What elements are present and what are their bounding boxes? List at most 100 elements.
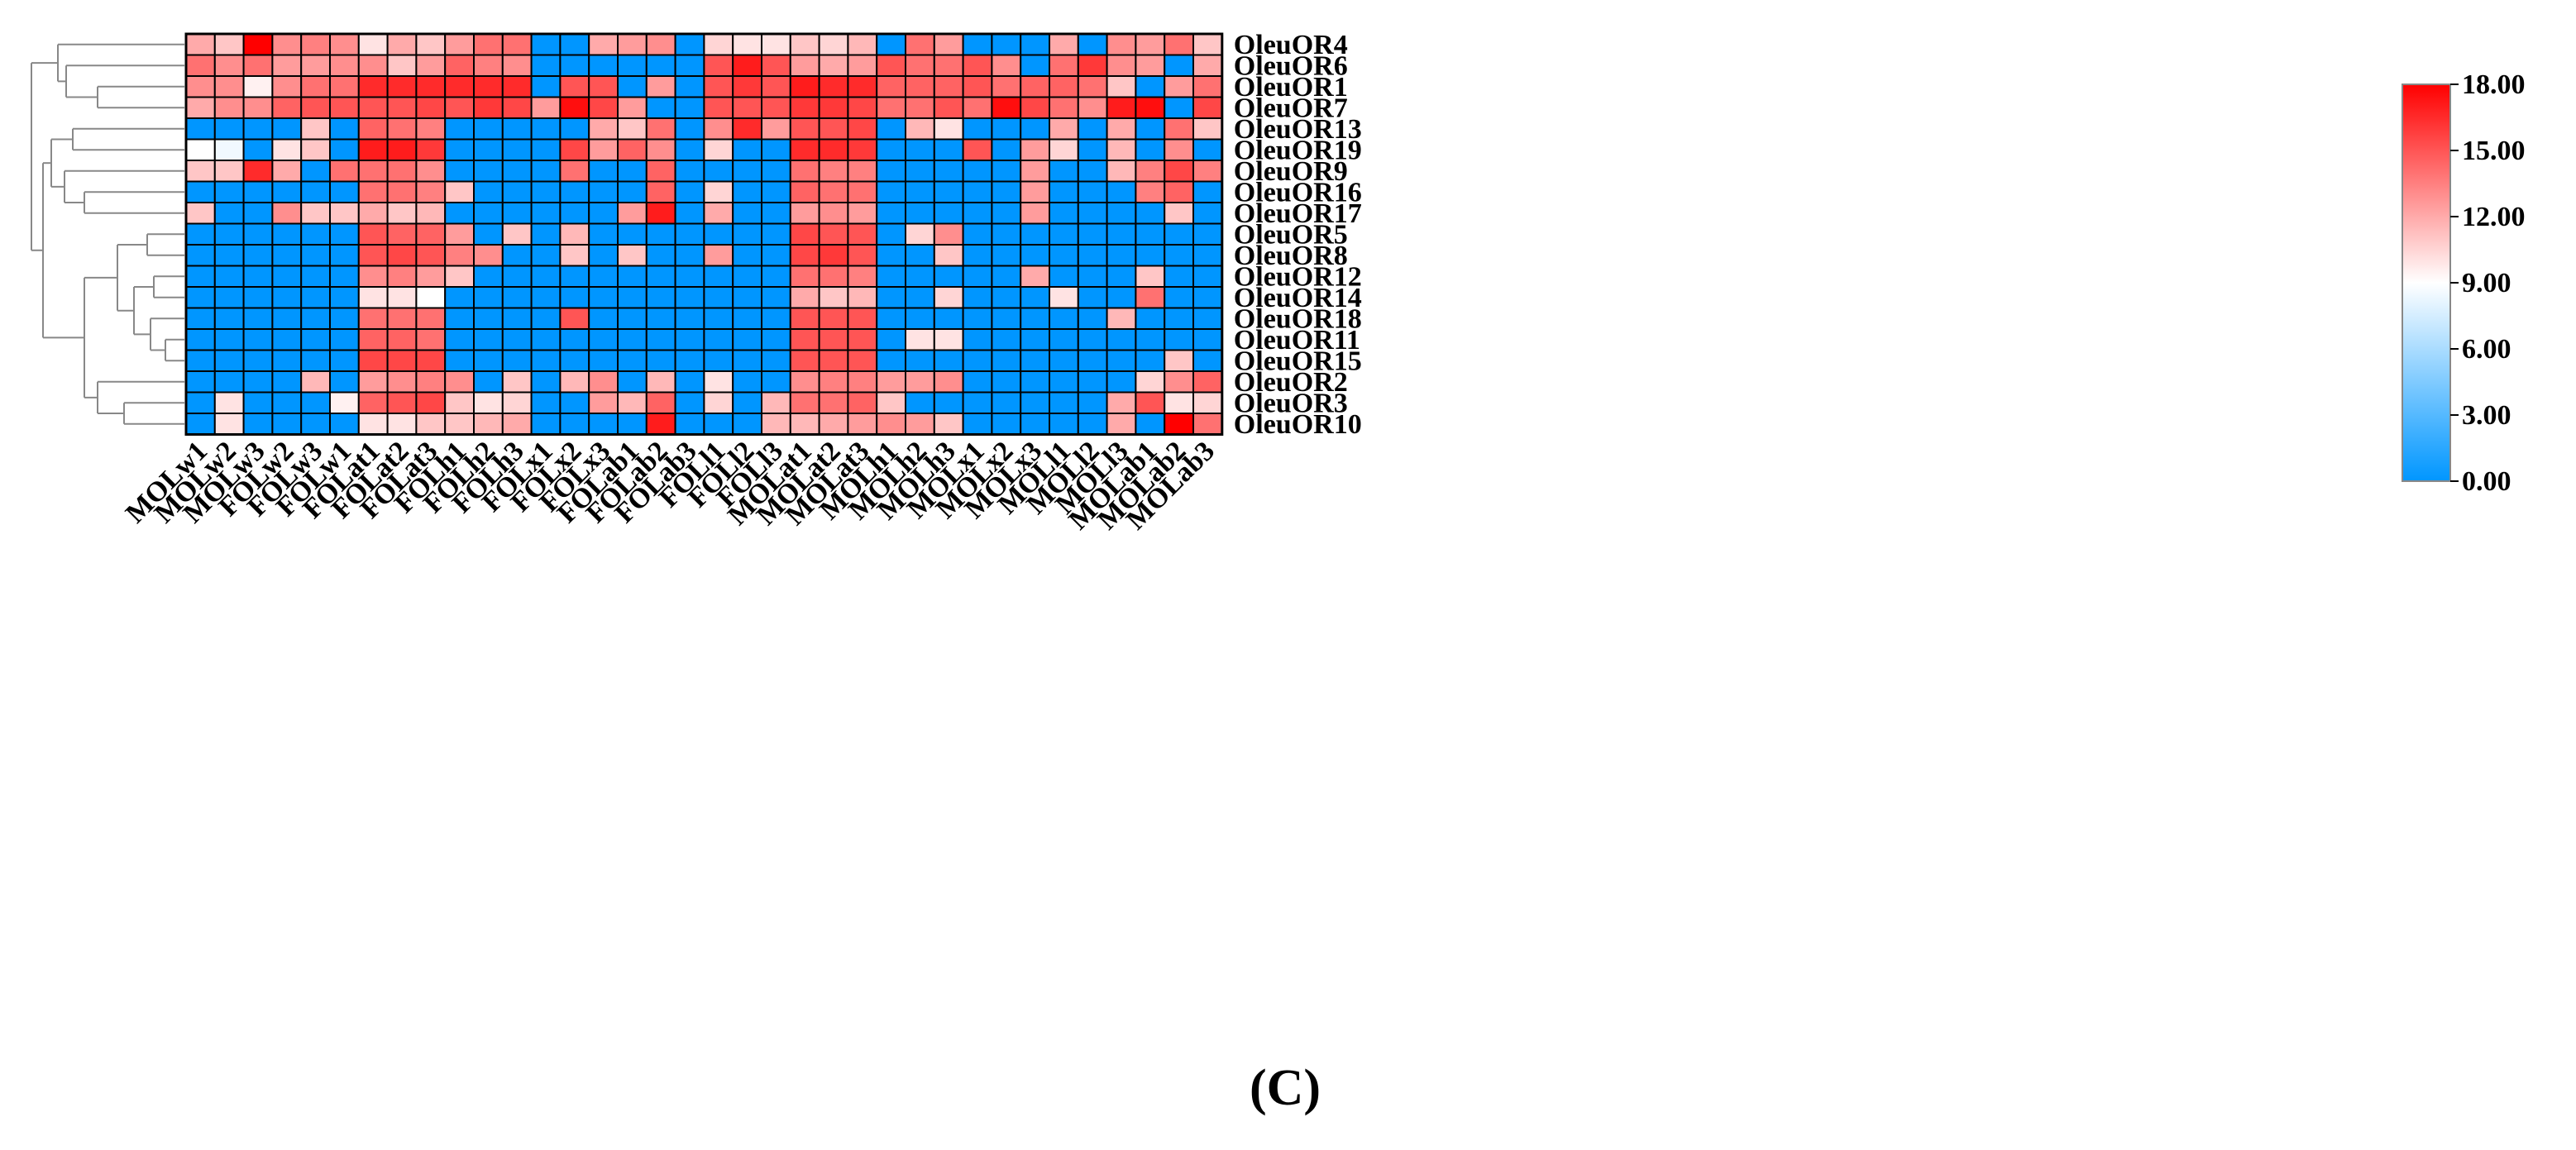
heatmap-cell bbox=[213, 75, 245, 98]
heatmap-cell bbox=[962, 222, 993, 246]
heatmap-cell bbox=[1135, 160, 1166, 183]
row-label: OleuOR3 bbox=[1234, 388, 1348, 418]
heatmap-cell bbox=[185, 265, 216, 288]
heatmap-cell bbox=[1164, 349, 1194, 372]
heatmap-cell bbox=[300, 96, 332, 119]
heatmap-cell bbox=[213, 328, 245, 351]
heatmap-cell bbox=[876, 117, 906, 141]
heatmap-cell bbox=[1106, 391, 1137, 414]
heatmap-cell bbox=[357, 117, 389, 141]
heatmap-cell bbox=[1049, 222, 1079, 246]
heatmap-cell bbox=[732, 265, 763, 288]
heatmap-cell bbox=[732, 160, 763, 183]
heatmap-cell bbox=[905, 328, 935, 351]
heatmap-cell bbox=[329, 391, 360, 414]
heatmap-cell bbox=[991, 138, 1022, 161]
heatmap-cell bbox=[1192, 413, 1223, 436]
heatmap-cell bbox=[415, 75, 447, 98]
heatmap-cell bbox=[703, 307, 734, 330]
heatmap-cell bbox=[991, 370, 1022, 394]
heatmap-cell bbox=[1020, 349, 1050, 372]
heatmap-cell bbox=[559, 180, 590, 203]
row-label: OleuOR6 bbox=[1234, 50, 1348, 81]
heatmap-cell bbox=[415, 286, 447, 309]
heatmap-cell bbox=[588, 391, 619, 414]
heatmap-cell bbox=[818, 328, 849, 351]
heatmap-cell bbox=[1192, 54, 1223, 77]
heatmap-cell bbox=[847, 160, 878, 183]
heatmap-cell bbox=[357, 54, 389, 77]
heatmap-cell bbox=[876, 96, 906, 119]
heatmap-cell bbox=[1106, 96, 1137, 119]
heatmap-cell bbox=[271, 117, 303, 141]
heatmap-cell bbox=[1077, 222, 1108, 246]
heatmap-cell bbox=[876, 202, 906, 225]
heatmap-cell bbox=[1135, 349, 1166, 372]
heatmap-cell bbox=[1049, 349, 1079, 372]
heatmap-cell bbox=[444, 54, 476, 77]
heatmap-cell bbox=[530, 202, 562, 225]
heatmap-cell bbox=[473, 349, 504, 372]
heatmap-cell bbox=[386, 117, 418, 141]
heatmap-cell bbox=[501, 75, 533, 98]
heatmap-cell bbox=[1049, 117, 1079, 141]
heatmap-cell bbox=[847, 391, 878, 414]
heatmap-cell bbox=[329, 180, 360, 203]
heatmap-cell bbox=[357, 307, 389, 330]
heatmap-cell bbox=[789, 222, 820, 246]
heatmap-cell bbox=[1077, 370, 1108, 394]
heatmap-cell bbox=[847, 33, 878, 56]
row-label: OleuOR8 bbox=[1234, 241, 1348, 271]
heatmap-cell bbox=[473, 286, 504, 309]
row-label: OleuOR11 bbox=[1234, 325, 1360, 355]
heatmap-cell bbox=[271, 54, 303, 77]
heatmap-cell bbox=[185, 413, 216, 436]
heatmap-cell bbox=[761, 413, 791, 436]
heatmap-cell bbox=[674, 265, 705, 288]
heatmap-cell bbox=[386, 265, 418, 288]
heatmap-cell bbox=[329, 138, 360, 161]
heatmap-cell bbox=[1077, 349, 1108, 372]
heatmap-cell bbox=[473, 244, 504, 267]
heatmap-cell bbox=[1020, 138, 1050, 161]
heatmap-cell bbox=[876, 33, 906, 56]
heatmap-cell bbox=[905, 202, 935, 225]
heatmap-cell bbox=[1020, 413, 1050, 436]
heatmap-cell bbox=[761, 54, 791, 77]
heatmap-cell bbox=[1020, 160, 1050, 183]
heatmap-cell bbox=[530, 328, 562, 351]
heatmap-cell bbox=[1164, 391, 1194, 414]
heatmap-cell bbox=[473, 307, 504, 330]
heatmap-cell bbox=[242, 117, 274, 141]
heatmap-cell bbox=[674, 138, 705, 161]
heatmap-cell bbox=[415, 138, 447, 161]
heatmap-cell bbox=[876, 286, 906, 309]
heatmap-cell bbox=[1106, 160, 1137, 183]
heatmap-cell bbox=[271, 202, 303, 225]
heatmap-cell bbox=[271, 307, 303, 330]
heatmap-cell bbox=[1164, 307, 1194, 330]
heatmap-cell bbox=[213, 33, 245, 56]
heatmap-cell bbox=[905, 180, 935, 203]
heatmap-cell bbox=[617, 54, 648, 77]
row-label: OleuOR13 bbox=[1234, 114, 1362, 145]
heatmap-cell bbox=[501, 33, 533, 56]
heatmap-cell bbox=[271, 286, 303, 309]
heatmap-cell bbox=[962, 202, 993, 225]
heatmap-cell bbox=[732, 54, 763, 77]
heatmap-cell bbox=[1164, 75, 1194, 98]
heatmap-cell bbox=[617, 202, 648, 225]
heatmap-cell bbox=[1020, 328, 1050, 351]
heatmap-cell bbox=[588, 33, 619, 56]
heatmap-cell bbox=[530, 222, 562, 246]
heatmap-cell bbox=[905, 244, 935, 267]
heatmap-cell bbox=[559, 391, 590, 414]
heatmap-cell bbox=[962, 413, 993, 436]
heatmap-cell bbox=[386, 160, 418, 183]
heatmap-cell bbox=[1077, 265, 1108, 288]
heatmap-cell bbox=[1164, 202, 1194, 225]
heatmap-cell bbox=[674, 54, 705, 77]
heatmap-cell bbox=[1135, 286, 1166, 309]
heatmap-cell bbox=[761, 265, 791, 288]
heatmap-cell bbox=[761, 328, 791, 351]
